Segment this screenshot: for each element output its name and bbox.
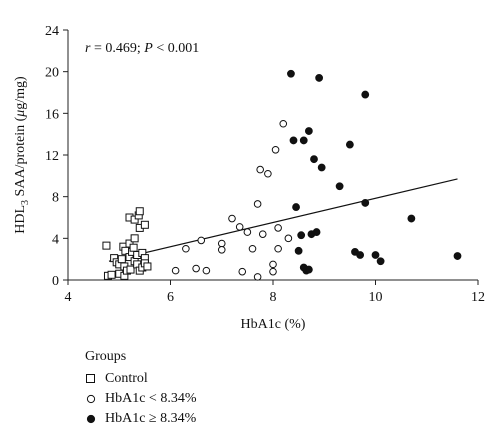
correlation-annotation: r = 0.469; P < 0.001 (85, 41, 199, 56)
data-points (102, 69, 462, 281)
x-tick-label: 6 (167, 290, 174, 305)
high-hba1c-point (294, 246, 303, 255)
high-hba1c-point (304, 127, 313, 135)
low-hba1c-point (269, 267, 277, 276)
x-axis-label: HbA1c (%) (241, 317, 306, 332)
x-tick-label: 10 (369, 290, 383, 305)
low-hba1c-point (217, 245, 226, 254)
control-point (102, 241, 111, 250)
low-hba1c-point (253, 200, 262, 208)
control-point (130, 234, 139, 243)
open-circle-marker-icon (86, 394, 96, 404)
y-tick-label: 16 (45, 107, 59, 122)
filled-circle-marker-icon (86, 414, 96, 424)
high-hba1c-point (310, 155, 318, 164)
control-point (125, 239, 134, 248)
y-tick-label: 4 (52, 232, 59, 247)
high-hba1c-point (453, 252, 462, 260)
high-hba1c-point (312, 228, 321, 236)
high-hba1c-point (287, 69, 295, 78)
low-hba1c-point (279, 119, 288, 128)
legend-label-high-hba1c: HbA1c ≥ 8.34% (105, 411, 197, 426)
high-hba1c-point (315, 74, 324, 82)
legend-label-low-hba1c: HbA1c < 8.34% (105, 391, 197, 406)
trendline-layer (108, 178, 458, 262)
high-hba1c-point (297, 231, 306, 240)
square-marker-icon (86, 374, 95, 383)
low-hba1c-point (274, 244, 282, 253)
x-tick-label: 12 (471, 290, 485, 305)
low-hba1c-point (264, 169, 272, 178)
legend-item-high-hba1c: HbA1c ≥ 8.34% (85, 409, 197, 429)
high-hba1c-point (361, 90, 370, 99)
high-hba1c-point (299, 136, 308, 145)
control-point (129, 243, 138, 252)
y-tick-label: 8 (52, 191, 59, 206)
legend-title: Groups (85, 349, 127, 364)
high-hba1c-point (289, 136, 298, 145)
y-axis-label: HDL3 SAA/protein (μg/mg) (13, 76, 31, 234)
legend-item-control: Control (85, 369, 197, 389)
y-tick-label: 0 (52, 274, 59, 289)
high-hba1c-point (335, 182, 344, 191)
control-point (140, 220, 149, 229)
low-hba1c-point (202, 266, 211, 275)
low-hba1c-point (217, 239, 226, 248)
legend-item-low-hba1c: HbA1c < 8.34% (85, 389, 197, 409)
high-hba1c-point (292, 203, 300, 211)
control-point (107, 270, 116, 279)
high-hba1c-point (356, 251, 365, 259)
low-hba1c-point (258, 230, 267, 238)
low-hba1c-point (238, 267, 247, 276)
low-hba1c-point (256, 165, 264, 174)
low-hba1c-point (197, 236, 206, 245)
low-hba1c-point (284, 234, 293, 243)
control-point (130, 215, 139, 224)
x-tick-label: 4 (65, 290, 72, 305)
control-point (117, 255, 126, 264)
low-hba1c-point (228, 214, 236, 223)
low-hba1c-point (171, 266, 180, 275)
low-hba1c-point (192, 264, 200, 273)
high-hba1c-point (304, 265, 313, 274)
y-tick-label: 24 (45, 24, 59, 39)
low-hba1c-point (274, 224, 282, 232)
low-hba1c-point (271, 145, 280, 154)
high-hba1c-point (376, 257, 385, 266)
legend: Groups Control HbA1c < 8.34% HbA1c ≥ 8.3… (85, 347, 197, 429)
low-hba1c-point (269, 260, 277, 269)
high-hba1c-point (371, 251, 380, 259)
x-tick-label: 8 (270, 290, 277, 305)
low-hba1c-point (248, 244, 257, 253)
regression-line (108, 178, 458, 262)
low-hba1c-point (235, 223, 244, 231)
y-tick-label: 20 (45, 66, 59, 81)
low-hba1c-point (182, 244, 190, 253)
legend-label-control: Control (105, 371, 148, 386)
control-point (135, 207, 144, 216)
low-hba1c-point (243, 228, 252, 236)
high-hba1c-point (361, 199, 370, 207)
high-hba1c-point (345, 140, 354, 149)
high-hba1c-point (407, 214, 416, 223)
control-point (126, 265, 135, 274)
high-hba1c-point (317, 163, 326, 172)
y-tick-label: 12 (45, 149, 59, 164)
low-hba1c-point (253, 273, 262, 281)
control-point (143, 262, 152, 271)
